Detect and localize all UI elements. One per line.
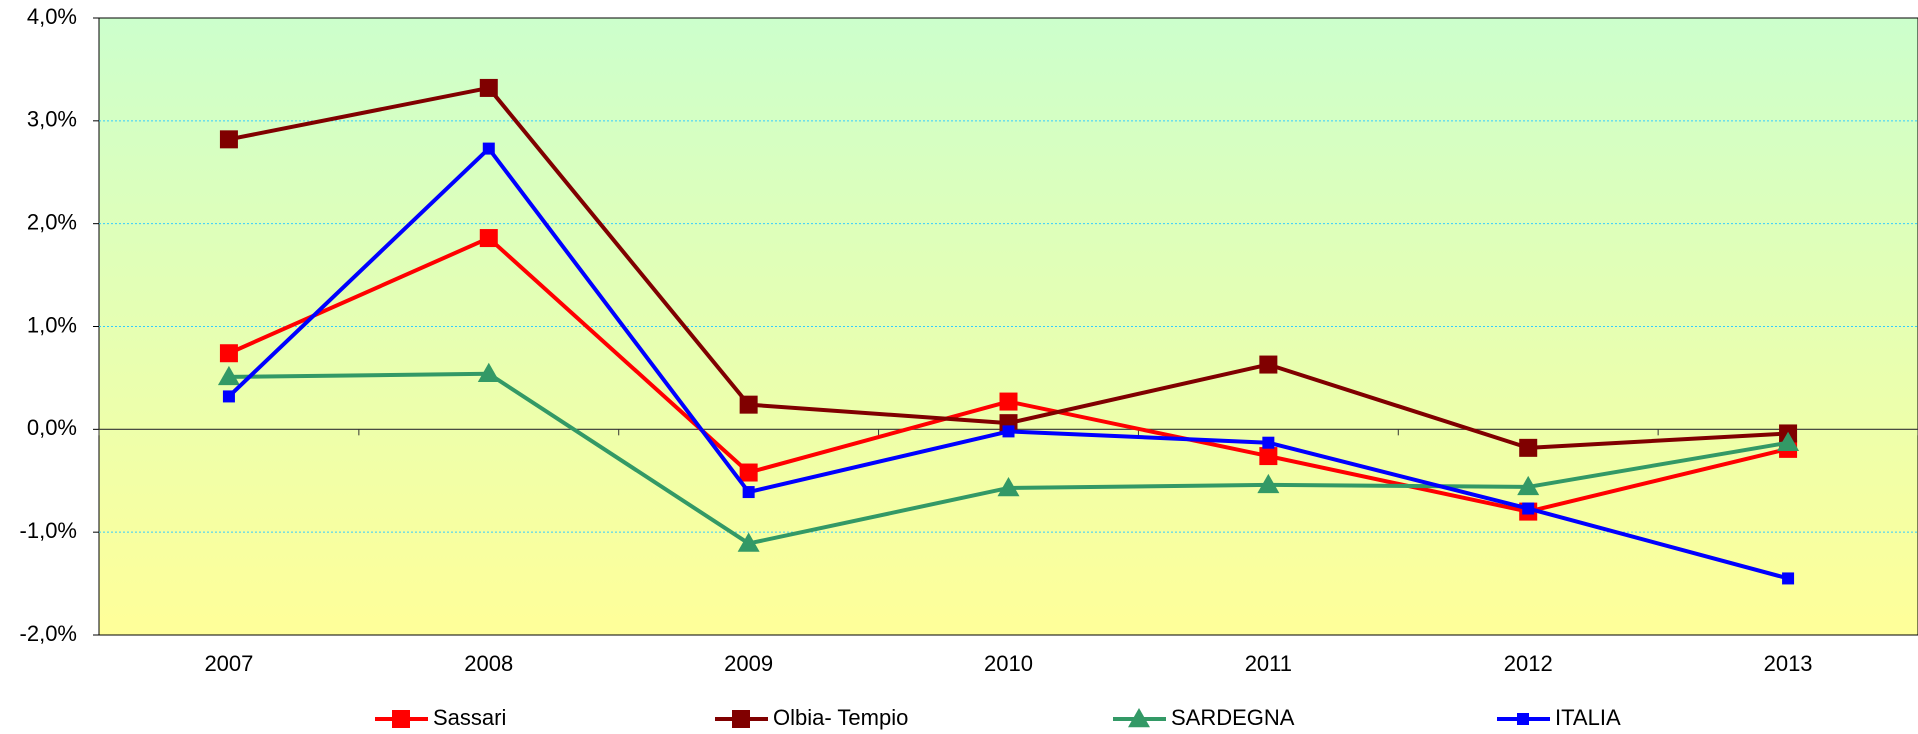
marker — [1522, 502, 1535, 515]
legend-label: Sassari — [433, 705, 506, 730]
legend-label: Olbia- Tempio — [773, 705, 908, 730]
y-tick-label: -2,0% — [20, 621, 77, 646]
x-tick-label: 2009 — [724, 651, 773, 676]
legend-label: SARDEGNA — [1171, 705, 1295, 730]
marker — [219, 344, 238, 363]
marker — [737, 532, 760, 552]
x-tick-label: 2007 — [204, 651, 253, 676]
marker — [997, 476, 1020, 497]
y-tick-label: 2,0% — [27, 209, 77, 234]
marker — [217, 365, 240, 386]
marker — [739, 395, 758, 414]
marker — [222, 390, 235, 403]
marker — [1259, 447, 1278, 466]
y-tick-label: 0,0% — [27, 415, 77, 440]
marker — [479, 78, 498, 97]
marker — [1517, 475, 1540, 496]
marker — [999, 392, 1018, 411]
marker — [482, 142, 495, 155]
x-tick-label: 2010 — [984, 651, 1033, 676]
marker — [742, 486, 755, 499]
marker — [739, 463, 758, 482]
marker — [1519, 438, 1538, 457]
legend-marker — [732, 710, 750, 728]
x-tick-label: 2012 — [1504, 651, 1553, 676]
legend-marker — [1517, 713, 1529, 725]
y-tick-label: 4,0% — [27, 4, 77, 29]
marker — [1257, 473, 1280, 494]
marker — [1002, 425, 1015, 438]
x-tick-label: 2008 — [464, 651, 513, 676]
marker — [1782, 572, 1795, 585]
x-tick-label: 2011 — [1245, 651, 1292, 676]
y-tick-label: 3,0% — [27, 107, 77, 132]
y-tick-label: -1,0% — [20, 518, 77, 543]
marker — [1262, 436, 1275, 449]
legend-label: ITALIA — [1555, 705, 1621, 730]
marker — [1777, 431, 1800, 451]
marker — [479, 229, 498, 248]
y-tick-label: 1,0% — [27, 312, 77, 337]
marker — [1259, 355, 1278, 374]
x-tick-label: 2013 — [1764, 651, 1813, 676]
marker — [477, 362, 500, 383]
legend-marker — [392, 710, 410, 728]
legend-marker — [1128, 708, 1150, 728]
marker — [219, 130, 238, 149]
